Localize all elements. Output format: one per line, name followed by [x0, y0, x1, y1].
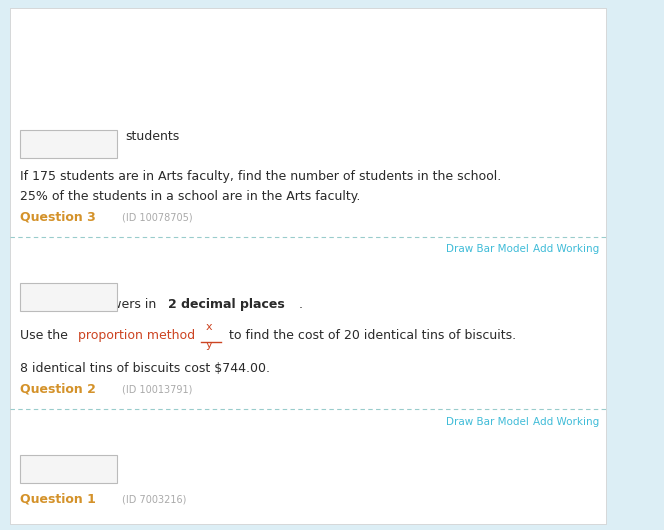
- Text: Question 2: Question 2: [20, 382, 96, 395]
- Text: proportion method: proportion method: [78, 329, 195, 342]
- Text: 8 identical tins of biscuits cost $744.00.: 8 identical tins of biscuits cost $744.0…: [20, 362, 270, 375]
- Text: Draw Bar Model: Draw Bar Model: [446, 244, 529, 254]
- FancyBboxPatch shape: [20, 283, 117, 311]
- FancyBboxPatch shape: [10, 8, 606, 524]
- Text: x: x: [206, 322, 212, 332]
- FancyBboxPatch shape: [20, 455, 117, 483]
- Text: Use the: Use the: [20, 329, 72, 342]
- Text: If 175 students are in Arts faculty, find the number of students in the school.: If 175 students are in Arts faculty, fin…: [20, 170, 501, 183]
- Text: Question 3: Question 3: [20, 210, 96, 223]
- Text: to find the cost of 20 identical tins of biscuits.: to find the cost of 20 identical tins of…: [225, 329, 516, 342]
- Text: students: students: [125, 130, 179, 143]
- Text: Add Working: Add Working: [533, 417, 599, 427]
- Text: 2 decimal places: 2 decimal places: [168, 298, 285, 311]
- Text: -6 + 32 =: -6 + 32 =: [20, 472, 82, 485]
- Text: Draw Bar Model: Draw Bar Model: [446, 417, 529, 427]
- Text: (ID 10013791): (ID 10013791): [122, 384, 193, 394]
- Text: Add Working: Add Working: [533, 244, 599, 254]
- Text: .: .: [295, 298, 303, 311]
- Text: Question 1: Question 1: [20, 492, 96, 505]
- Text: (ID 10078705): (ID 10078705): [122, 212, 193, 222]
- Text: 25% of the students in a school are in the Arts faculty.: 25% of the students in a school are in t…: [20, 190, 361, 203]
- Text: (ID 7003216): (ID 7003216): [122, 494, 187, 504]
- Text: y: y: [206, 340, 212, 350]
- Text: Write your answers in: Write your answers in: [20, 298, 160, 311]
- FancyBboxPatch shape: [20, 130, 117, 158]
